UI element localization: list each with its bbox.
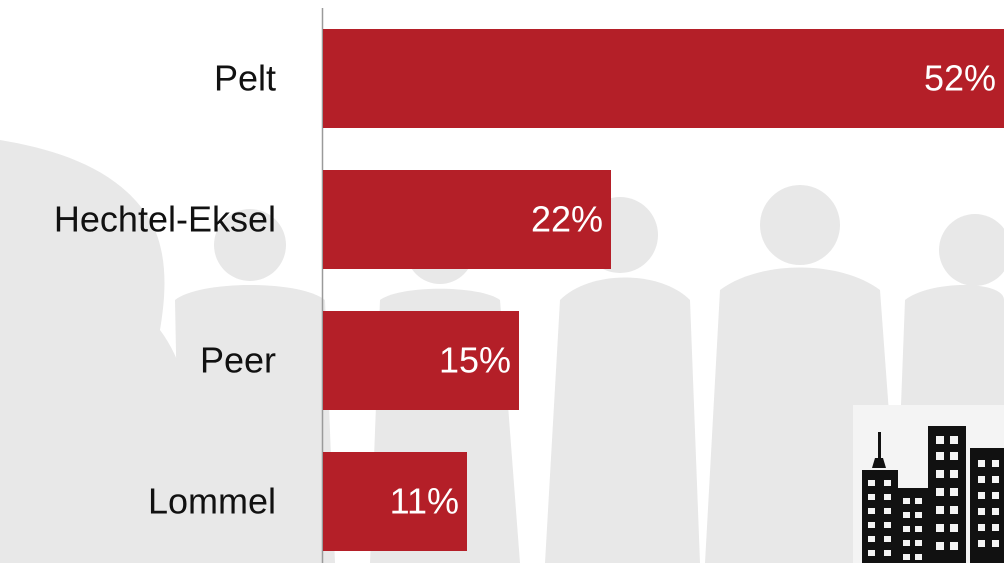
bar-lommel xyxy=(323,452,467,551)
bar-peer xyxy=(323,311,519,410)
category-label-hechtel-eksel: Hechtel-Eksel xyxy=(54,199,276,240)
value-label-peer: 15% xyxy=(439,340,511,381)
bar-pelt xyxy=(323,29,1004,128)
category-label-pelt: Pelt xyxy=(214,58,276,99)
category-label-lommel: Lommel xyxy=(148,481,276,522)
category-labels-group: Pelt Hechtel-Eksel Peer Lommel xyxy=(54,58,276,522)
city-skyline-icon xyxy=(853,405,1004,563)
value-label-lommel: 11% xyxy=(390,481,459,522)
value-labels-group: 52% 22% 15% 11% xyxy=(390,58,996,522)
value-label-hechtel-eksel: 22% xyxy=(531,199,603,240)
bars-group xyxy=(323,29,1004,551)
value-label-pelt: 52% xyxy=(924,58,996,99)
category-label-peer: Peer xyxy=(200,340,276,381)
bar-hechtel-eksel xyxy=(323,170,611,269)
